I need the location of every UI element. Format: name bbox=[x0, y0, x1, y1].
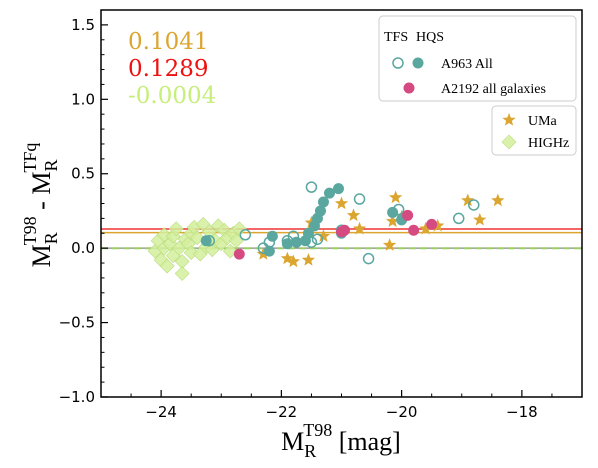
legend-label-ref-0: UMa bbox=[528, 114, 558, 129]
legend-marker-gold-star bbox=[502, 113, 516, 126]
legend-marker-teal-open-circle bbox=[392, 57, 404, 69]
y-tick-label: 0.0 bbox=[71, 239, 95, 257]
y-tick-label: 1.0 bbox=[71, 90, 95, 108]
point-teal-open-circle-14 bbox=[468, 199, 480, 211]
point-teal-filled-circle-6 bbox=[302, 227, 314, 239]
point-gold-star-7 bbox=[346, 208, 361, 222]
point-gold-star-14 bbox=[431, 218, 445, 232]
point-green-diamond-16 bbox=[183, 245, 199, 261]
x-tick-label: −20 bbox=[386, 403, 418, 421]
point-teal-open-circle-7 bbox=[311, 233, 324, 245]
point-pink-filled-circle-3 bbox=[402, 209, 414, 221]
point-teal-open-circle-6 bbox=[305, 181, 318, 193]
point-teal-filled-circle-10 bbox=[317, 196, 329, 208]
point-gold-star-8 bbox=[352, 221, 367, 235]
legend-header-tfs: TFS bbox=[384, 30, 408, 45]
point-pink-filled-circle-5 bbox=[426, 218, 438, 230]
x-axis-title: MRT98 [mag] bbox=[281, 420, 401, 461]
y-tick-label: 0.5 bbox=[71, 165, 95, 183]
data-points bbox=[147, 181, 505, 281]
point-gold-star-13 bbox=[419, 221, 433, 235]
point-teal-open-circle-2 bbox=[239, 229, 252, 241]
point-gold-star-2 bbox=[286, 254, 301, 268]
offset-value-0: 0.1041 bbox=[128, 29, 208, 55]
offset-value-1: 0.1289 bbox=[128, 56, 208, 82]
y-tick-label: −1.0 bbox=[59, 388, 95, 406]
point-teal-filled-circle-14 bbox=[387, 206, 399, 218]
point-gold-star-16 bbox=[473, 212, 487, 226]
point-gold-star-11 bbox=[388, 190, 403, 204]
legend-marker-teal-filled-circle bbox=[412, 57, 424, 69]
point-teal-open-circle-11 bbox=[362, 252, 375, 265]
point-gold-star-5 bbox=[316, 229, 331, 242]
legend-label-0: A963 All bbox=[441, 57, 493, 72]
point-teal-filled-circle-1 bbox=[263, 245, 275, 257]
point-green-diamond-5 bbox=[159, 258, 175, 274]
y-tick-label: −0.5 bbox=[59, 314, 95, 332]
legend-label-1: A2192 all galaxies bbox=[441, 82, 546, 97]
point-teal-filled-circle-0 bbox=[200, 235, 212, 247]
x-tick-label: −24 bbox=[145, 403, 177, 421]
point-teal-filled-circle-12 bbox=[332, 183, 344, 195]
legend-box bbox=[378, 15, 577, 102]
point-green-diamond-25 bbox=[210, 218, 226, 234]
legend-marker-pink-filled-circle bbox=[403, 82, 415, 94]
point-gold-star-15 bbox=[461, 193, 475, 207]
point-green-diamond-9 bbox=[168, 221, 184, 237]
point-teal-filled-circle-11 bbox=[323, 187, 335, 199]
point-gold-star-17 bbox=[491, 193, 505, 207]
point-gold-star-3 bbox=[301, 253, 316, 266]
legend-header-hqs: HQS bbox=[416, 30, 444, 45]
legend-marker-green-diamond bbox=[501, 134, 517, 150]
point-pink-filled-circle-0 bbox=[233, 248, 245, 260]
point-gold-star-10 bbox=[385, 214, 400, 228]
y-axis-title: MRT98 - MRTFq bbox=[20, 143, 61, 268]
point-pink-filled-circle-4 bbox=[408, 224, 420, 236]
axis-ticks: −24 −22 −20 −18 −1.0 −0.5 0.0 0.5 1.0 1.5 bbox=[59, 9, 583, 421]
point-green-diamond-12 bbox=[174, 266, 190, 281]
point-teal-filled-circle-2 bbox=[266, 230, 278, 242]
point-teal-filled-circle-4 bbox=[290, 236, 302, 248]
point-teal-open-circle-13 bbox=[452, 212, 465, 225]
point-green-diamond-29 bbox=[222, 243, 238, 259]
point-teal-filled-circle-9 bbox=[314, 205, 326, 217]
x-tick-label: −22 bbox=[266, 403, 298, 421]
legend-references: UMa HIGHz bbox=[491, 105, 577, 156]
x-tick-label: −18 bbox=[506, 403, 538, 421]
point-gold-star-6 bbox=[334, 196, 349, 210]
y-tick-label: 1.5 bbox=[71, 16, 95, 34]
point-gold-star-1 bbox=[280, 251, 295, 265]
point-green-diamond-23 bbox=[204, 242, 220, 258]
point-green-diamond-32 bbox=[231, 221, 247, 237]
point-gold-star-9 bbox=[382, 238, 397, 251]
point-teal-open-circle-10 bbox=[353, 193, 366, 205]
legend-samples: TFS HQS A963 All A2192 all galaxies bbox=[378, 15, 577, 102]
point-teal-filled-circle-3 bbox=[281, 238, 293, 250]
point-pink-filled-circle-2 bbox=[339, 224, 351, 236]
point-green-diamond-18 bbox=[189, 230, 205, 246]
legend-label-ref-1: HIGHz bbox=[528, 136, 569, 151]
offset-value-2: -0.0004 bbox=[128, 83, 216, 109]
